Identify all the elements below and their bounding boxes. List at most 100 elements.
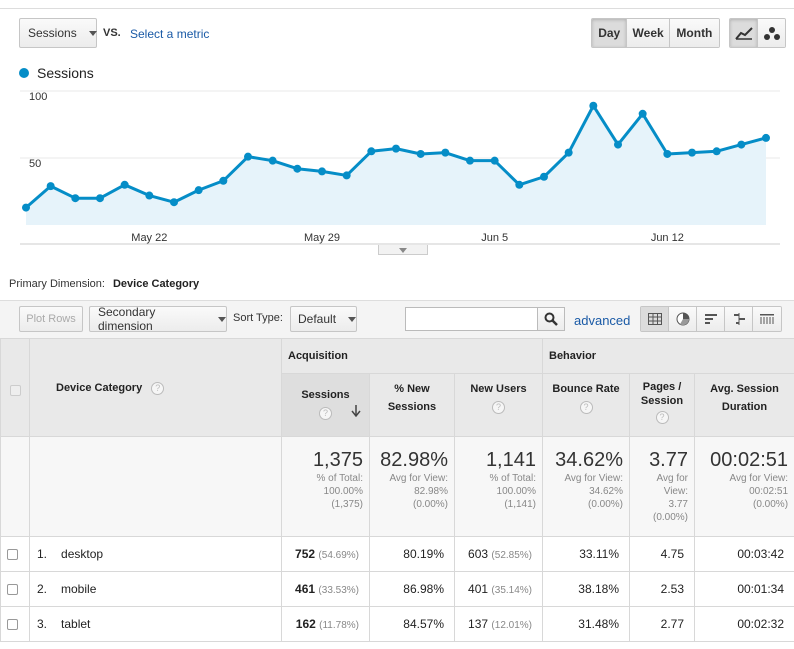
- primary-dimension-value[interactable]: Device Category: [112, 278, 200, 290]
- total-caption: 100.00%: [323, 486, 363, 497]
- table-row: 3. tablet 162 (11.78%) 84.57% 137 (12.01%) 31…: [0, 606, 794, 642]
- data-point[interactable]: [219, 176, 228, 185]
- help-icon[interactable]: ?: [579, 401, 593, 414]
- total-caption: (0.00%): [412, 499, 448, 510]
- secondary-dimension-label: Secondary dimension: [98, 305, 156, 333]
- data-point[interactable]: [342, 171, 351, 180]
- month-button[interactable]: Month: [669, 19, 719, 47]
- top-divider: [0, 8, 794, 9]
- select-all-cell: [0, 338, 30, 437]
- total-sessions-value: 1,375: [312, 449, 363, 471]
- data-point[interactable]: [22, 203, 30, 212]
- bounce-rate-cell: 31.48%: [542, 606, 630, 642]
- totals-label-cell: [29, 436, 282, 537]
- secondary-dimension-select[interactable]: Secondary dimension: [89, 305, 227, 333]
- help-icon[interactable]: ?: [492, 401, 505, 414]
- data-point[interactable]: [367, 147, 376, 156]
- totals-spacer: [0, 436, 30, 537]
- device-category-link[interactable]: mobile: [61, 582, 97, 596]
- chevron-down-icon: [218, 316, 226, 322]
- pages-per-session-header[interactable]: Pages / Session ?: [629, 373, 695, 437]
- dimension-header-label: Device Category: [56, 382, 143, 394]
- dimension-header[interactable]: Device Category ?: [29, 338, 282, 437]
- data-point[interactable]: [540, 172, 548, 181]
- sessions-cell: 752 (54.69%): [281, 536, 370, 572]
- data-point[interactable]: [564, 148, 573, 157]
- device-category-link[interactable]: tablet: [61, 617, 91, 631]
- data-point[interactable]: [120, 180, 129, 189]
- data-point[interactable]: [145, 191, 154, 200]
- new-users-value: 401: [468, 582, 489, 596]
- data-point[interactable]: [466, 156, 474, 165]
- sessions-header[interactable]: Sessions ?: [281, 373, 370, 437]
- week-button[interactable]: Week: [627, 19, 670, 47]
- sessions-value: 752: [295, 547, 316, 561]
- search-input[interactable]: [406, 308, 538, 330]
- data-point[interactable]: [96, 194, 104, 203]
- row-checkbox[interactable]: [7, 584, 18, 596]
- data-point[interactable]: [318, 167, 326, 176]
- data-point[interactable]: [614, 140, 622, 149]
- legend-label: Sessions: [37, 65, 94, 81]
- chart-collapse-handle[interactable]: [378, 245, 428, 255]
- day-button[interactable]: Day: [592, 19, 628, 47]
- row-checkbox-cell: [0, 571, 30, 607]
- new-users-header-label: New Users: [470, 383, 527, 395]
- data-point[interactable]: [441, 148, 450, 157]
- avg-session-duration-header[interactable]: Avg. Session Duration: [693, 373, 794, 437]
- data-point[interactable]: [416, 149, 425, 158]
- sort-descending-icon[interactable]: [351, 405, 361, 417]
- data-point[interactable]: [638, 109, 647, 118]
- data-point[interactable]: [663, 149, 672, 158]
- total-caption: (0.00%): [587, 499, 623, 510]
- row-checkbox[interactable]: [7, 549, 18, 561]
- data-point[interactable]: [737, 140, 746, 149]
- data-point[interactable]: [515, 180, 524, 189]
- select-all-checkbox[interactable]: [9, 385, 21, 397]
- plot-rows-button[interactable]: Plot Rows: [19, 306, 83, 332]
- data-point[interactable]: [688, 148, 696, 157]
- pct-new-cell: 80.19%: [369, 536, 455, 572]
- bounce-rate-header[interactable]: Bounce Rate ?: [542, 373, 630, 437]
- data-point[interactable]: [589, 101, 598, 110]
- new-users-cell: 603 (52.85%): [454, 536, 543, 572]
- table-row: 2. mobile 461 (33.53%) 86.98% 401 (35.14%) 38…: [0, 571, 794, 607]
- select-metric-link[interactable]: Select a metric: [130, 27, 210, 41]
- data-point[interactable]: [46, 182, 55, 191]
- sort-type-select[interactable]: Default: [290, 306, 357, 332]
- data-point[interactable]: [268, 156, 277, 165]
- pie-chart-icon[interactable]: [669, 307, 697, 331]
- data-point[interactable]: [490, 156, 499, 165]
- help-icon[interactable]: ?: [151, 382, 165, 395]
- data-point[interactable]: [293, 164, 302, 173]
- line-chart-icon[interactable]: [730, 19, 758, 47]
- data-point[interactable]: [392, 144, 400, 153]
- sessions-value: 461: [295, 582, 316, 596]
- help-icon[interactable]: ?: [319, 407, 332, 420]
- term-cloud-icon[interactable]: [753, 307, 781, 331]
- metric-select[interactable]: Sessions: [19, 18, 97, 48]
- row-checkbox[interactable]: [7, 619, 18, 631]
- data-point[interactable]: [194, 186, 203, 195]
- data-table-icon[interactable]: [641, 307, 669, 331]
- search-icon[interactable]: [537, 308, 564, 330]
- data-point[interactable]: [170, 198, 178, 207]
- comparison-icon[interactable]: [725, 307, 753, 331]
- performance-bar-icon[interactable]: [697, 307, 725, 331]
- new-users-pct: (35.14%): [491, 585, 532, 596]
- help-icon[interactable]: ?: [655, 411, 669, 424]
- pct-new-sessions-header[interactable]: % New Sessions: [369, 373, 455, 437]
- data-point[interactable]: [71, 194, 80, 203]
- data-point[interactable]: [762, 133, 770, 142]
- device-category-link[interactable]: desktop: [61, 547, 104, 561]
- data-point[interactable]: [244, 152, 252, 161]
- new-users-header[interactable]: New Users ?: [454, 373, 543, 437]
- motion-chart-icon[interactable]: [758, 19, 785, 47]
- chevron-down-icon: [348, 316, 357, 322]
- advanced-filter-link[interactable]: advanced: [574, 313, 631, 328]
- sessions-header-label: Sessions: [301, 389, 350, 401]
- table-search: [405, 307, 565, 331]
- data-point[interactable]: [712, 147, 721, 156]
- total-caption: Avg for View:: [564, 473, 623, 484]
- y-tick-label: 100: [29, 91, 47, 103]
